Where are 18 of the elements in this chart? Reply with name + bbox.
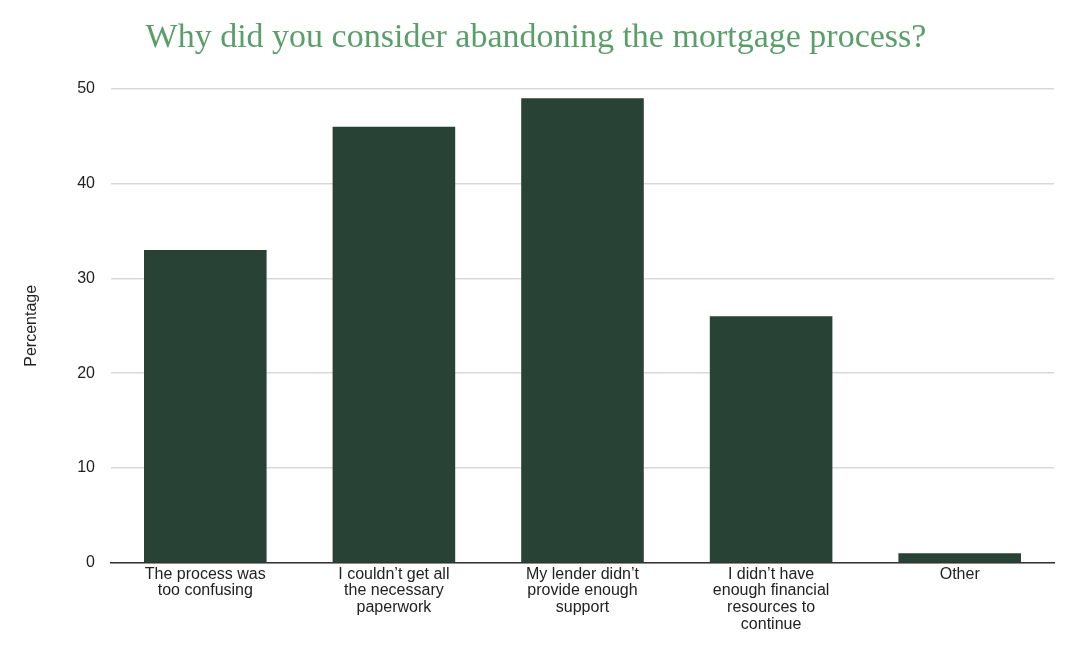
chart-title: Why did you consider abandoning the mortgage process?: [145, 17, 927, 55]
x-tick-label: The process was too confusing: [144, 564, 266, 599]
y-axis-title: Percentage: [22, 284, 40, 367]
x-tick-label: Other: [939, 564, 981, 582]
bar: [144, 249, 267, 563]
y-tick-label: 0: [86, 553, 96, 571]
y-tick-label: 20: [77, 363, 96, 381]
bar: [898, 553, 1021, 563]
y-tick-label: 40: [77, 174, 96, 192]
bar: [709, 316, 833, 563]
y-tick-label: 10: [77, 458, 96, 476]
x-tick-label: I couldn’t get all the necessary paperwork: [338, 564, 450, 616]
y-tick-label: 50: [77, 79, 96, 97]
x-tick-label: My lender didn’t provide enough support: [526, 564, 640, 616]
bar: [521, 98, 644, 563]
bar: [332, 126, 456, 563]
y-tick-label: 30: [77, 268, 96, 286]
x-tick-label: I didn’t have enough financial resources to continue: [712, 564, 830, 633]
